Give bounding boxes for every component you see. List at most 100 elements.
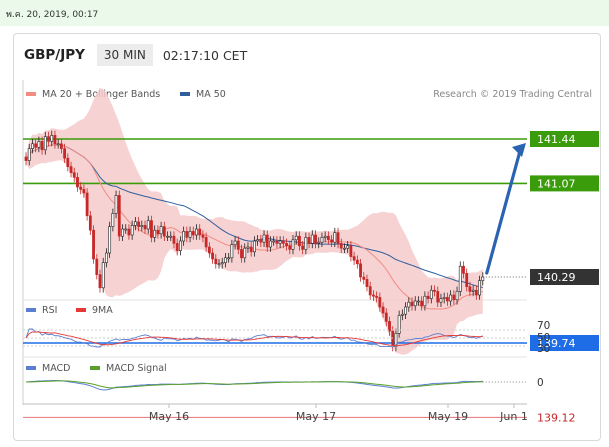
candle-body xyxy=(43,136,47,151)
candle-body xyxy=(201,234,205,238)
candle-body xyxy=(452,294,456,301)
timeframe-button[interactable]: 30 MIN xyxy=(96,44,153,66)
candle-body xyxy=(262,234,266,243)
candle-body xyxy=(195,228,198,236)
candle-body xyxy=(198,228,202,236)
price-tag-bg-140-29 xyxy=(530,269,599,285)
candle-body xyxy=(468,286,472,292)
candle-body xyxy=(233,240,237,245)
candle-body xyxy=(420,300,424,307)
ma20-legend-swatch xyxy=(26,92,36,96)
price-tag-141-07: 141.07 xyxy=(537,177,576,190)
x-tick-label: May 16 xyxy=(149,410,189,423)
candle-body xyxy=(465,273,469,287)
candle-body xyxy=(275,240,279,244)
macd-line xyxy=(25,380,483,391)
candle-body xyxy=(478,280,481,296)
candle-body xyxy=(82,189,86,194)
candle-body xyxy=(336,232,340,244)
candle-body xyxy=(445,297,449,302)
candle-body xyxy=(426,295,430,299)
ma50-legend-swatch xyxy=(180,92,190,96)
candle-body xyxy=(40,141,44,151)
price-tag-139-74: 139.74 xyxy=(537,337,576,350)
candle-body xyxy=(442,297,446,299)
candle-body xyxy=(124,228,128,231)
candle-body xyxy=(481,276,485,281)
candle-body xyxy=(230,244,234,259)
candle-body xyxy=(27,148,31,161)
candle-body xyxy=(92,229,95,260)
rsi-ma-legend-swatch xyxy=(76,308,86,312)
candle-body xyxy=(301,245,305,250)
candle-body xyxy=(88,215,92,231)
candle-body xyxy=(69,166,73,173)
candle-body xyxy=(320,237,324,243)
x-tick-label: May 17 xyxy=(296,410,336,423)
candle-body xyxy=(272,240,276,243)
candle-body xyxy=(310,234,314,244)
candle-body xyxy=(333,232,337,243)
rsi-tick-50: 50 xyxy=(537,332,550,344)
candle-body xyxy=(172,235,176,244)
price-tag-140-29: 140.29 xyxy=(537,271,576,284)
macd-signal-line xyxy=(25,380,483,389)
candle-body xyxy=(429,289,433,299)
macd-legend-swatch xyxy=(26,366,36,370)
candle-body xyxy=(31,143,34,149)
rsi-legend-label: RSI xyxy=(42,305,57,316)
candle-body xyxy=(413,300,417,307)
candle-body xyxy=(143,225,147,230)
candle-body xyxy=(217,263,221,266)
candle-body xyxy=(220,262,224,265)
x-tick-label: Jun 1 xyxy=(499,410,528,423)
candle-body xyxy=(185,231,189,238)
candle-body xyxy=(24,156,28,161)
candle-body xyxy=(98,274,102,289)
candle-body xyxy=(95,258,99,275)
candle-body xyxy=(243,247,247,259)
rsi-legend-swatch xyxy=(26,308,36,312)
rsi-tick-70: 70 xyxy=(537,320,550,332)
candle-body xyxy=(130,225,134,236)
candle-body xyxy=(343,247,346,250)
candle-body xyxy=(349,245,353,257)
candle-body xyxy=(346,245,350,249)
candle-body xyxy=(56,143,60,146)
candle-body xyxy=(166,235,169,238)
candle-body xyxy=(224,257,227,263)
candle-body xyxy=(211,252,214,260)
macd-signal-legend-label: MACD Signal xyxy=(106,363,167,374)
rsi-ma-legend-label: 9MA xyxy=(92,305,113,316)
price-tag-141-44: 141.44 xyxy=(537,133,576,146)
candle-body xyxy=(179,240,182,251)
timestamp: พ.ค. 20, 2019, 00:17 xyxy=(6,10,99,20)
candle-body xyxy=(259,239,263,243)
candle-body xyxy=(278,240,282,244)
candle-body xyxy=(404,306,407,315)
candle-body xyxy=(375,295,379,298)
candle-body xyxy=(317,241,321,244)
candle-body xyxy=(462,265,465,274)
macd-signal-legend-swatch xyxy=(90,366,100,370)
candle-body xyxy=(285,243,288,247)
candle-body xyxy=(188,231,192,238)
candle-body xyxy=(34,143,38,148)
candle-body xyxy=(85,192,89,217)
candle-body xyxy=(388,321,391,332)
candle-body xyxy=(227,257,231,260)
candle-body xyxy=(240,249,243,259)
candle-body xyxy=(372,294,375,297)
candle-body xyxy=(294,235,298,241)
candle-body xyxy=(204,237,208,248)
candle-body xyxy=(236,240,240,250)
candle-body xyxy=(391,330,395,347)
price-tag-bg-141-44 xyxy=(530,131,599,147)
candle-body xyxy=(359,263,362,278)
rsi-tick-30: 30 xyxy=(537,343,550,355)
candle-body xyxy=(326,235,330,241)
chart-header: GBP/JPY 30 MIN 02:17:10 CET xyxy=(24,42,247,68)
candle-body xyxy=(66,157,70,167)
candle-body xyxy=(436,291,440,303)
